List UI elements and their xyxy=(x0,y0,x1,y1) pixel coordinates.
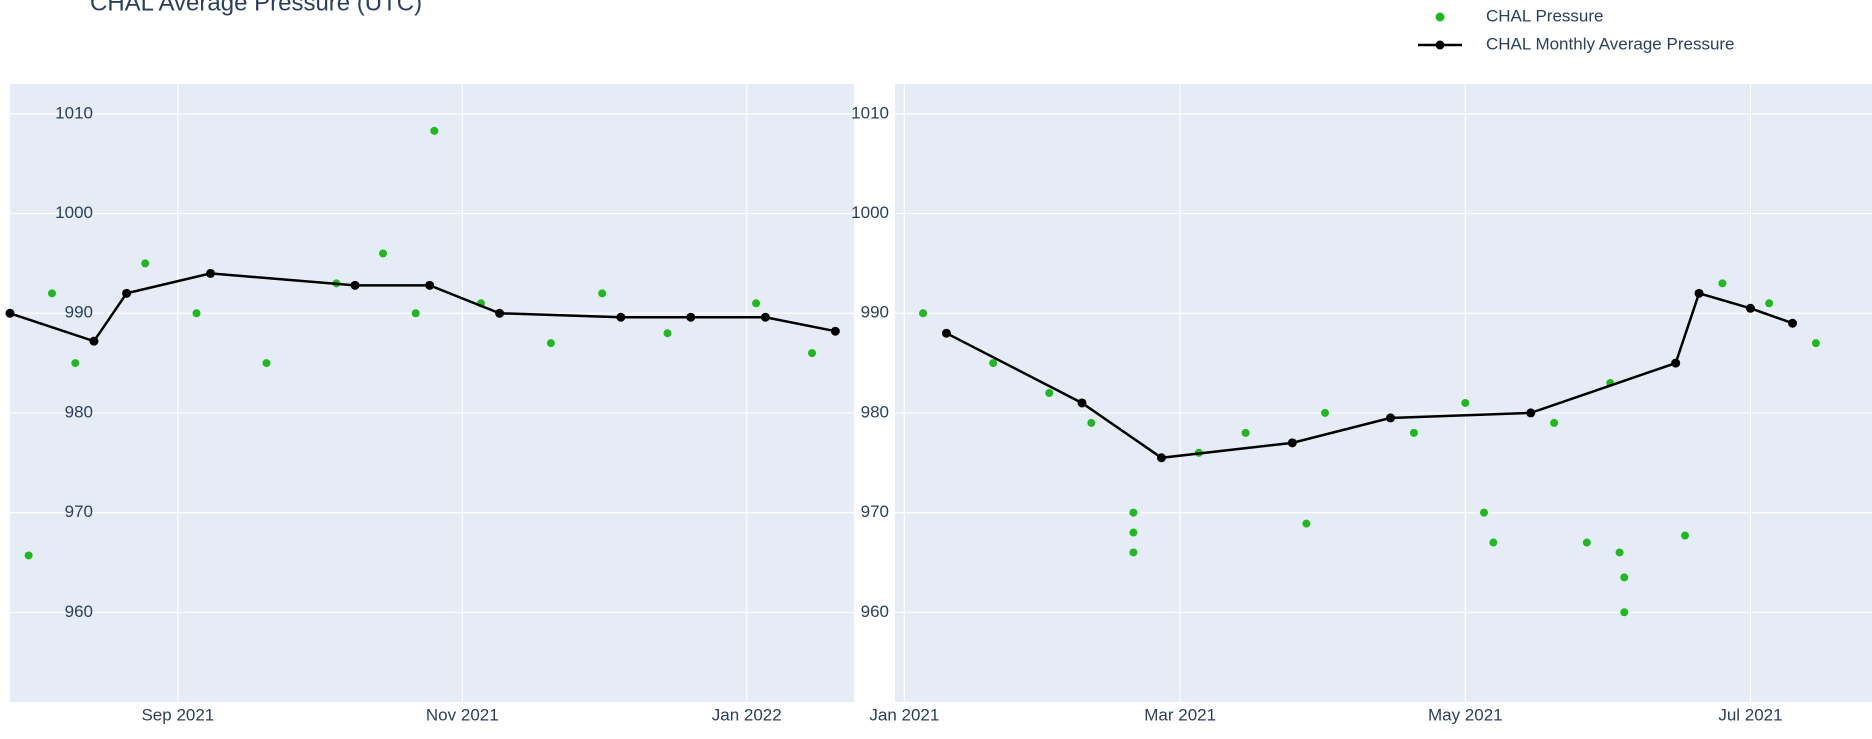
y-tick-label: 970 xyxy=(65,502,93,521)
point xyxy=(1620,573,1629,582)
line-marker xyxy=(5,308,15,318)
y-tick-label: 960 xyxy=(65,602,93,621)
point xyxy=(1615,548,1624,557)
point xyxy=(1045,389,1054,397)
line-marker xyxy=(1156,453,1166,463)
point xyxy=(1718,279,1727,288)
y-tick-label: 1010 xyxy=(851,103,889,122)
point xyxy=(1620,608,1629,617)
line-marker xyxy=(425,280,435,290)
plot-area xyxy=(10,84,854,702)
chart-title: CHAL Average Pressure (UTC) xyxy=(90,0,422,16)
point xyxy=(1302,519,1311,528)
point xyxy=(24,551,33,560)
x-tick-label: Sep 2021 xyxy=(141,705,214,724)
point xyxy=(546,339,555,348)
y-tick-label: 970 xyxy=(861,502,889,521)
point xyxy=(141,259,150,268)
point xyxy=(1129,548,1138,557)
point xyxy=(262,359,271,368)
point xyxy=(598,289,607,298)
x-tick-label: Jan 2021 xyxy=(869,705,939,724)
line-marker xyxy=(1526,408,1536,418)
point xyxy=(1129,508,1138,517)
point xyxy=(1681,531,1690,540)
x-tick-label: Jan 2022 xyxy=(712,705,782,724)
point xyxy=(1550,418,1559,427)
line-marker xyxy=(1077,398,1087,408)
line-marker xyxy=(89,336,99,346)
point xyxy=(411,309,420,318)
point xyxy=(1129,528,1138,537)
line-marker xyxy=(1788,318,1798,328)
line-marker xyxy=(616,312,626,322)
point xyxy=(430,126,439,135)
y-tick-label: 1010 xyxy=(55,103,93,122)
point xyxy=(1489,538,1498,547)
legend-label: CHAL Pressure xyxy=(1486,6,1603,25)
x-tick-label: Mar 2021 xyxy=(1144,705,1216,724)
line-marker xyxy=(1386,413,1396,423)
point xyxy=(919,309,928,318)
line-marker xyxy=(206,268,216,278)
legend-marker xyxy=(1435,40,1445,50)
line-marker xyxy=(122,288,132,298)
point xyxy=(1321,408,1330,417)
line-marker xyxy=(350,280,360,290)
line-marker xyxy=(1694,288,1704,298)
legend-label: CHAL Monthly Average Pressure xyxy=(1486,34,1735,53)
line-marker xyxy=(941,328,951,338)
line-marker xyxy=(830,326,840,336)
x-tick-label: Jul 2021 xyxy=(1718,705,1782,724)
point xyxy=(1765,299,1774,308)
point xyxy=(47,289,56,298)
point xyxy=(1087,418,1096,427)
x-tick-label: May 2021 xyxy=(1428,705,1503,724)
point xyxy=(1811,339,1820,348)
line-marker xyxy=(686,312,696,322)
y-tick-label: 1000 xyxy=(851,203,889,222)
point xyxy=(71,359,80,368)
point xyxy=(192,309,201,318)
line xyxy=(945,291,1793,460)
y-tick-label: 980 xyxy=(65,402,93,421)
legend-marker xyxy=(1435,12,1445,22)
point xyxy=(989,359,998,368)
y-tick-label: 1000 xyxy=(55,203,93,222)
x-tick-label: Nov 2021 xyxy=(426,705,499,724)
line-marker xyxy=(760,312,770,322)
line-marker xyxy=(495,308,505,318)
y-tick-label: 990 xyxy=(861,303,889,322)
point xyxy=(808,349,817,358)
plot-area xyxy=(895,84,1872,702)
point xyxy=(1480,508,1489,517)
point xyxy=(1461,398,1470,407)
y-tick-label: 980 xyxy=(861,402,889,421)
point xyxy=(379,249,388,258)
y-tick-label: 960 xyxy=(861,602,889,621)
line-marker xyxy=(1671,358,1681,368)
line-marker xyxy=(1745,303,1755,313)
point xyxy=(1409,428,1418,437)
line-marker xyxy=(1287,438,1297,448)
y-tick-label: 990 xyxy=(65,303,93,322)
point xyxy=(663,329,672,338)
point xyxy=(752,299,761,308)
point xyxy=(1582,538,1591,547)
point xyxy=(1241,428,1250,437)
